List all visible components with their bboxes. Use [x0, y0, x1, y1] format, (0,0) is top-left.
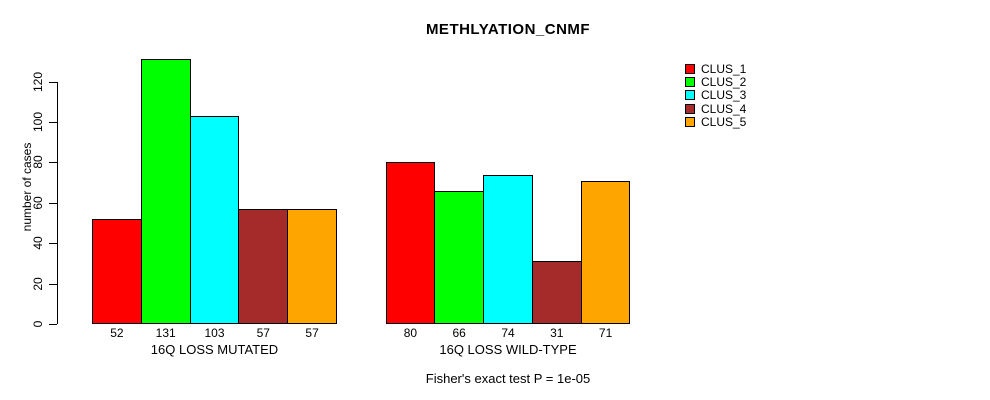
bar-value-label: 52 — [110, 326, 124, 340]
bar-value-label: 57 — [256, 326, 270, 340]
legend-item: CLUS_3 — [685, 88, 747, 103]
bar-clus_1-group2 — [385, 162, 436, 324]
y-axis-tick — [49, 324, 57, 325]
bar-value-label: 71 — [598, 326, 613, 340]
bar-value-label: 80 — [403, 326, 418, 340]
legend-label: CLUS_4 — [701, 101, 747, 116]
y-axis-tick — [49, 122, 57, 123]
y-axis-tick — [49, 202, 57, 204]
bar-value-label: 57 — [305, 326, 319, 340]
y-axis-tick — [49, 81, 57, 83]
legend-label: CLUS_5 — [701, 115, 747, 130]
bar-value-label: 103 — [204, 326, 225, 340]
y-axis-tick-label: 120 — [31, 71, 45, 92]
bar-clus_4-group2 — [531, 261, 582, 324]
legend-label: CLUS_1 — [701, 61, 747, 76]
bar-value-label: 74 — [501, 326, 515, 340]
chart-title: METHLYATION_CNMF — [425, 21, 591, 38]
legend-swatch-clus_3 — [685, 90, 695, 101]
legend-swatch-clus_1 — [685, 63, 695, 74]
bar-clus_3-group1 — [189, 115, 240, 324]
bar-clus_3-group2 — [483, 174, 533, 324]
legend-swatch-clus_4 — [685, 103, 695, 114]
fisher-test-annotation: Fisher's exact test P = 1e-05 — [425, 371, 591, 386]
legend-item: CLUS_1 — [685, 61, 747, 76]
bar-clus_4-group1 — [238, 208, 289, 324]
legend: CLUS_1 CLUS_2 CLUS_3 CLUS_4 CLUS_5 — [685, 62, 746, 129]
legend-label: CLUS_3 — [701, 88, 747, 103]
legend-item: CLUS_5 — [685, 115, 747, 130]
legend-swatch-clus_5 — [685, 117, 695, 128]
y-axis-tick — [49, 162, 57, 164]
legend-item: CLUS_2 — [685, 75, 747, 90]
y-axis-tick-label: 100 — [31, 111, 45, 133]
y-axis-tick-label: 60 — [31, 196, 45, 210]
legend-label: CLUS_2 — [701, 75, 747, 90]
y-axis-tick — [49, 283, 57, 285]
bar-clus_1-group1 — [92, 218, 142, 324]
group-label: 16Q LOSS WILD-TYPE — [439, 342, 577, 357]
bar-value-label: 31 — [550, 326, 564, 340]
legend-item: CLUS_4 — [685, 101, 747, 116]
bar-value-label: 131 — [155, 326, 176, 340]
y-axis-line — [57, 81, 58, 324]
y-axis-tick-label: 40 — [31, 236, 45, 250]
legend-swatch-clus_2 — [685, 77, 695, 88]
bar-clus_2-group1 — [140, 59, 191, 324]
y-axis-tick — [49, 243, 57, 245]
y-axis-tick-label: 80 — [31, 155, 45, 170]
y-axis-tick-label: 20 — [31, 276, 45, 291]
y-axis-tick-label: 0 — [31, 320, 45, 328]
bar-clus_5-group2 — [580, 180, 631, 324]
bar-clus_2-group2 — [434, 190, 485, 324]
bar-value-label: 66 — [452, 326, 466, 340]
group-label: 16Q LOSS MUTATED — [150, 342, 279, 357]
bar-clus_5-group1 — [287, 208, 337, 324]
